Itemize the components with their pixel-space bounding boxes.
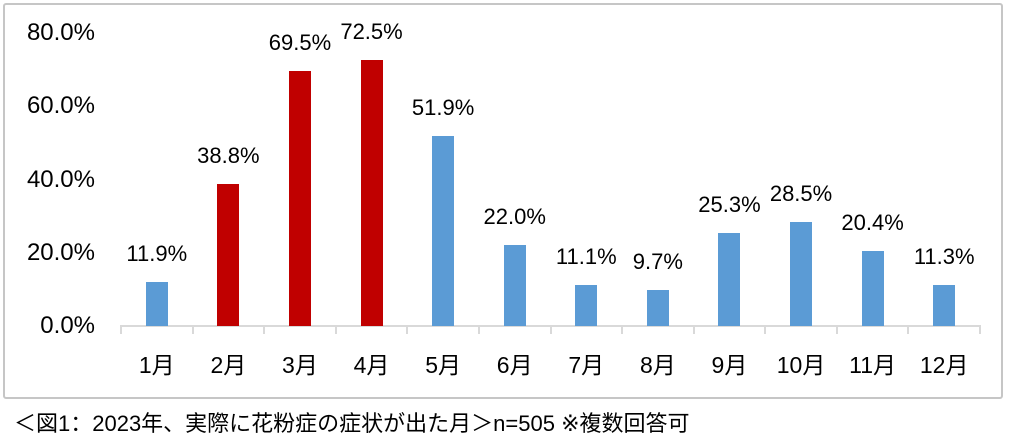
x-axis-tick — [406, 325, 409, 334]
bar-value-label: 38.8% — [197, 142, 260, 168]
bar-3月 — [288, 71, 311, 326]
bar-value-label: 11.9% — [126, 241, 188, 267]
bar-8月 — [646, 290, 669, 326]
bar-value-label: 20.4% — [841, 210, 904, 236]
x-axis-tick — [692, 325, 695, 334]
bar-value-label: 51.9% — [411, 94, 475, 120]
x-axis-label: 3月 — [282, 352, 318, 378]
x-axis-label: 5月 — [425, 352, 462, 378]
x-axis-tick — [263, 325, 266, 334]
x-axis-label: 1月 — [138, 352, 175, 378]
y-axis-label: 80.0% — [26, 19, 95, 46]
x-axis-tick — [979, 325, 981, 334]
bar-value-label: 72.5% — [340, 19, 403, 45]
x-axis-tick — [835, 325, 838, 334]
bar-2月 — [217, 183, 240, 326]
bar-value-label: 9.7% — [632, 249, 683, 275]
bar-12月 — [933, 284, 956, 326]
x-axis-label: 12月 — [919, 352, 969, 378]
bar-7月 — [575, 285, 598, 326]
bar-10月 — [790, 221, 813, 326]
x-axis-tick — [907, 325, 910, 334]
bar-value-label: 28.5% — [769, 180, 833, 206]
x-axis-tick — [477, 325, 480, 334]
bar-value-label: 22.0% — [483, 204, 546, 230]
bar-value-label: 69.5% — [268, 30, 332, 56]
x-axis-label: 11月 — [849, 352, 897, 378]
x-axis-tick — [191, 325, 194, 334]
x-axis-tick — [549, 325, 552, 334]
bar-1月 — [145, 282, 168, 326]
y-axis-label: 60.0% — [26, 92, 95, 120]
x-axis-tick — [120, 325, 122, 334]
x-axis-tick — [334, 325, 337, 334]
bar-11月 — [861, 251, 884, 326]
x-axis-label: 6月 — [496, 352, 533, 378]
bar-value-label: 11.1% — [555, 244, 617, 270]
figure-caption: ＜図1：2023年、実際に花粉症の症状が出た月＞n=505 ※複数回答可 — [14, 411, 690, 436]
y-axis-label: 20.0% — [26, 238, 95, 266]
bar-9月 — [718, 233, 741, 326]
x-axis-label: 4月 — [353, 352, 390, 378]
x-axis-label: 7月 — [568, 352, 605, 378]
x-axis-tick — [764, 325, 767, 334]
chart-frame: 0.0% 20.0% 40.0% 60.0% 80.0% 11.9% 1月 38.8% 2月 69… — [3, 3, 1003, 399]
bar-value-label: 25.3% — [698, 192, 761, 218]
x-axis-label: 8月 — [639, 352, 676, 378]
y-axis-label: 0.0% — [40, 312, 95, 339]
x-axis-label: 2月 — [210, 352, 247, 378]
bar-6月 — [503, 245, 526, 326]
bar-value-label: 11.3% — [913, 243, 975, 269]
bar-5月 — [432, 135, 455, 326]
x-axis-label: 10月 — [776, 352, 826, 378]
x-axis-label: 9月 — [711, 352, 748, 378]
x-axis-tick — [621, 325, 624, 334]
y-axis-label: 40.0% — [26, 165, 95, 193]
bar-4月 — [360, 60, 383, 326]
